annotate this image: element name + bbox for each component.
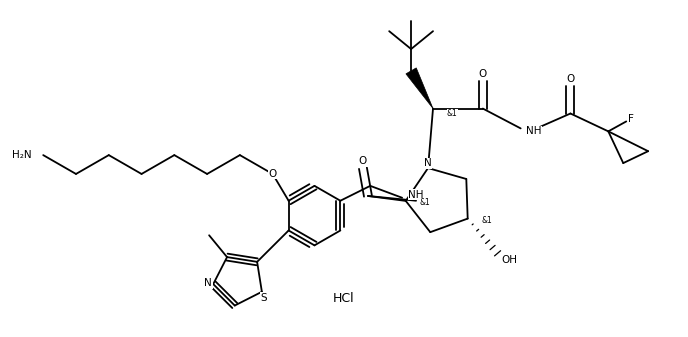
Polygon shape: [406, 68, 433, 109]
Text: S: S: [261, 293, 267, 303]
Text: NH: NH: [526, 126, 541, 136]
Text: &1: &1: [420, 198, 431, 207]
Text: O: O: [566, 74, 574, 84]
Text: O: O: [359, 156, 367, 166]
Text: N: N: [424, 158, 432, 168]
Text: &1: &1: [482, 216, 493, 225]
Text: OH: OH: [502, 255, 517, 265]
Text: NH: NH: [408, 190, 424, 200]
Text: &1: &1: [447, 109, 458, 118]
Text: O: O: [479, 69, 487, 79]
Text: HCl: HCl: [333, 293, 355, 305]
Text: F: F: [628, 115, 634, 124]
Text: O: O: [268, 169, 277, 179]
Text: H₂N: H₂N: [12, 150, 31, 160]
Text: N: N: [204, 278, 212, 288]
